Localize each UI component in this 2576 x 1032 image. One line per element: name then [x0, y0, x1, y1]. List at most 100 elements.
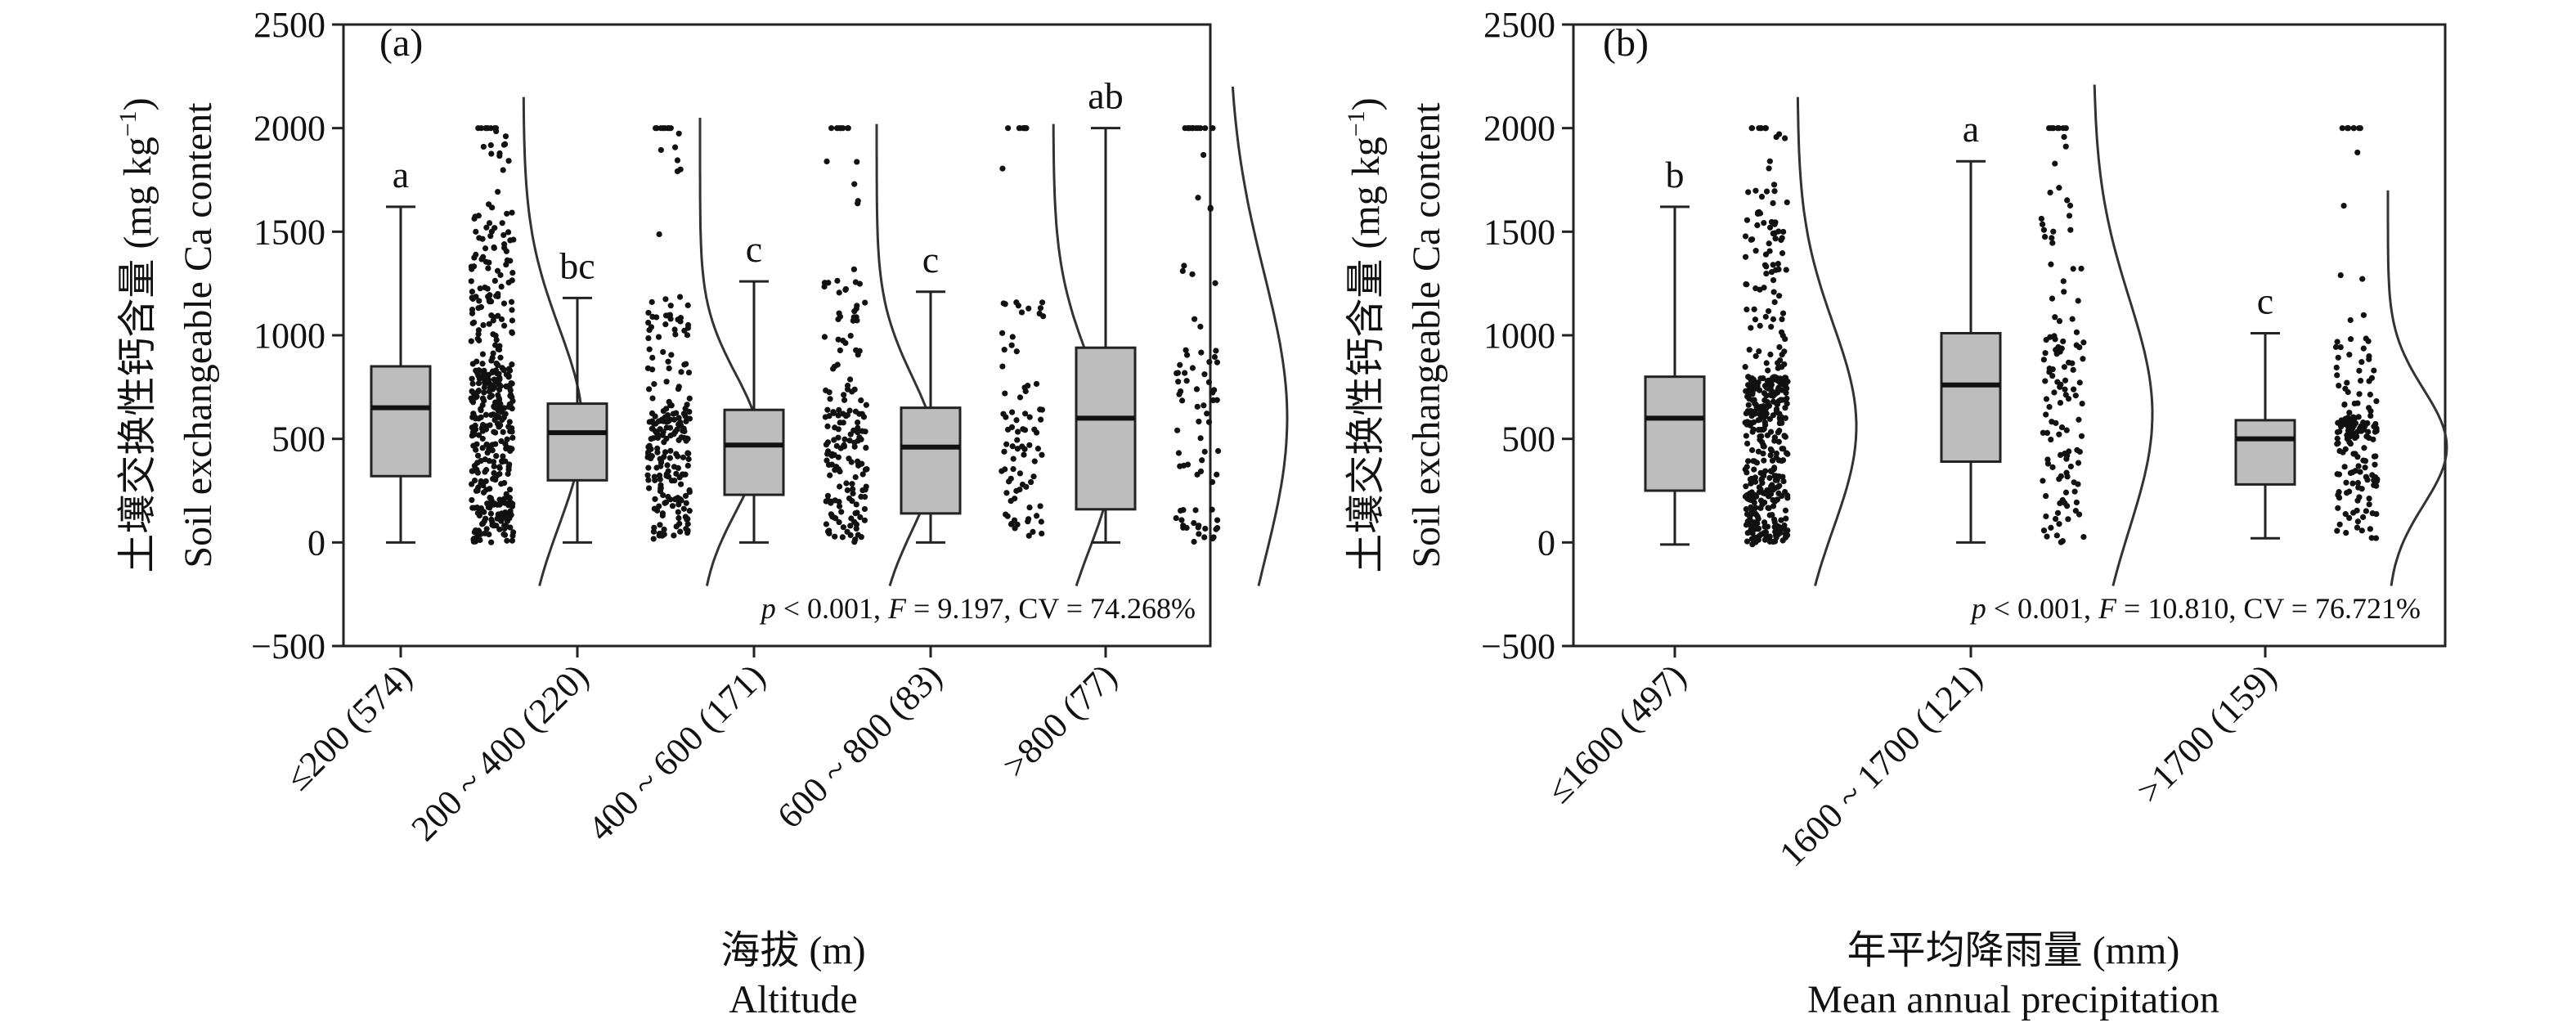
data-point: [502, 411, 509, 417]
data-point: [677, 528, 684, 535]
data-point: [2080, 356, 2086, 362]
data-point: [1039, 530, 1045, 537]
data-point: [669, 503, 676, 509]
data-point: [2361, 445, 2367, 451]
data-point: [2332, 343, 2340, 350]
data-point: [487, 298, 493, 305]
data-point: [482, 245, 489, 252]
data-point: [508, 512, 514, 518]
data-point: [662, 449, 669, 455]
data-point: [495, 290, 501, 298]
data-point: [684, 515, 691, 523]
data-point: [1025, 383, 1031, 389]
data-point: [858, 397, 864, 404]
data-point: [480, 489, 487, 496]
data-point: [1767, 452, 1774, 459]
data-point: [855, 532, 861, 538]
data-point: [675, 509, 681, 515]
data-point: [855, 200, 861, 207]
data-point: [1776, 523, 1783, 531]
y-tick-label: −500: [1481, 626, 1555, 666]
data-point: [683, 418, 689, 424]
data-point: [2062, 377, 2069, 384]
data-point: [1202, 525, 1209, 532]
data-point: [1189, 271, 1196, 277]
data-point: [481, 518, 487, 524]
data-point: [2063, 469, 2070, 476]
data-point: [1018, 309, 1025, 316]
data-point: [2046, 403, 2053, 411]
data-point: [645, 464, 652, 471]
data-point: [2336, 429, 2343, 435]
data-point: [826, 413, 832, 420]
data-point: [645, 309, 652, 316]
data-point: [684, 302, 691, 308]
y-tick-label: 2500: [254, 5, 325, 45]
data-point: [491, 469, 497, 477]
data-point: [2354, 433, 2360, 440]
data-point: [2339, 125, 2345, 132]
data-point: [684, 321, 692, 329]
data-point: [2334, 527, 2340, 534]
data-point: [1761, 519, 1768, 526]
data-point: [1763, 360, 1770, 366]
data-point: [1016, 487, 1023, 493]
data-point: [1037, 503, 1043, 509]
data-point: [468, 338, 474, 344]
data-point: [2366, 356, 2372, 362]
data-point: [500, 367, 507, 374]
iqr-box: [370, 365, 432, 478]
data-point: [662, 125, 668, 132]
data-point: [2342, 511, 2349, 518]
data-point: [2058, 424, 2066, 431]
data-point: [469, 307, 476, 313]
data-point: [509, 380, 515, 387]
data-point: [1181, 262, 1187, 269]
data-point: [510, 529, 517, 536]
data-point: [1761, 457, 1767, 464]
y-tick-label: 1000: [254, 316, 325, 356]
data-point: [1023, 483, 1030, 490]
data-point: [2076, 416, 2082, 423]
data-point: [836, 503, 843, 509]
data-point: [479, 402, 486, 409]
data-point: [2049, 464, 2056, 470]
data-point: [2362, 458, 2369, 464]
data-point: [493, 452, 500, 460]
data-point: [832, 497, 838, 504]
data-point: [850, 314, 857, 321]
data-point: [482, 125, 490, 132]
data-point: [646, 327, 653, 334]
data-point: [474, 452, 482, 459]
category-label: 400 ~ 600 (171): [581, 656, 774, 849]
data-point: [2056, 431, 2062, 437]
data-point: [496, 152, 503, 159]
data-point: [482, 411, 490, 418]
panel-a: −500 0 500 1000 1500 2000 2500 (a) 土壤交换性钙含量 (mg …: [114, 5, 1289, 1021]
data-point: [1752, 285, 1759, 292]
data-point: [495, 361, 501, 369]
data-point: [840, 524, 847, 531]
data-point: [485, 265, 491, 271]
y-axis-title-cn: 土壤交换性钙含量 (mg kg−1): [114, 97, 159, 572]
data-point: [1209, 478, 1216, 486]
data-point: [833, 442, 840, 449]
y-axis-title-cn-text: 土壤交换性钙含量 (mg kg: [1344, 137, 1388, 572]
data-point: [475, 527, 482, 534]
data-point: [479, 435, 486, 442]
data-point: [1766, 493, 1772, 500]
data-point: [1204, 411, 1210, 417]
data-point: [2047, 334, 2053, 340]
data-point: [491, 429, 497, 435]
data-point: [1753, 460, 1761, 466]
data-point: [477, 285, 483, 292]
data-point: [505, 374, 512, 380]
significance-letter: c: [2257, 280, 2273, 321]
data-point: [2058, 381, 2064, 388]
y-tick-label: 2000: [254, 109, 325, 149]
data-point: [1777, 357, 1784, 364]
data-point: [824, 492, 832, 499]
data-point: [476, 235, 482, 241]
data-point: [1031, 426, 1038, 433]
data-point: [685, 455, 692, 463]
